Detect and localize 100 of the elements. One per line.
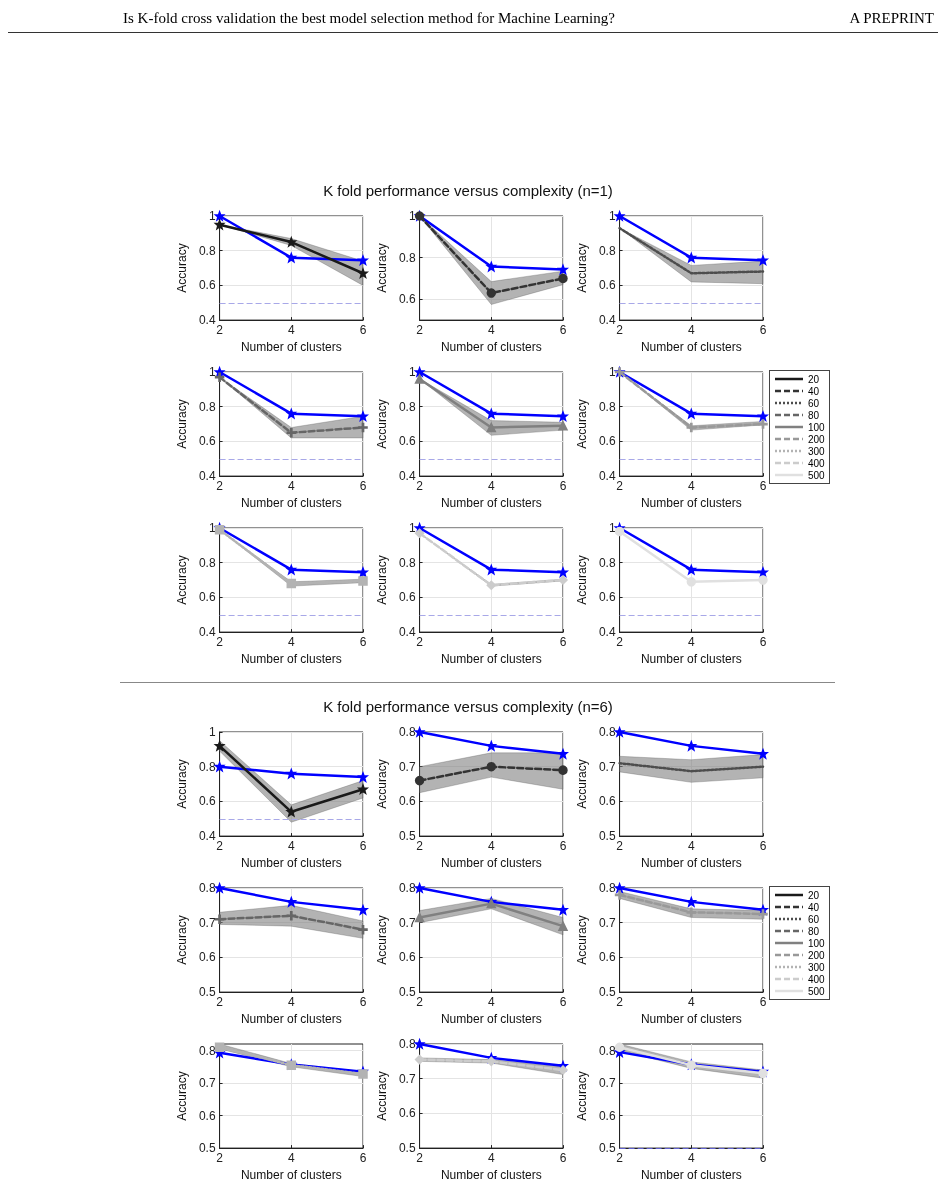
x-tick-label: 2 (216, 839, 224, 854)
y-tick-label: 0.6 (598, 1108, 616, 1123)
x-axis-title: Number of clusters (440, 856, 542, 870)
x-tick-label: 6 (759, 323, 767, 338)
y-tick-label: 0.4 (198, 625, 216, 640)
x-tick-label: 2 (216, 479, 224, 494)
y-tick-label: 0.8 (598, 555, 616, 570)
y-axis-title: Accuracy (375, 1071, 389, 1121)
y-tick-label: 0.5 (198, 1141, 216, 1156)
y-tick-label: 0.8 (398, 725, 416, 739)
y-tick-label: 0.6 (598, 590, 616, 605)
x-axis-title: Number of clusters (240, 1012, 342, 1026)
y-axis-title: Accuracy (575, 243, 589, 293)
x-tick-label: 2 (416, 839, 424, 854)
x-axis-title: Number of clusters (240, 340, 342, 354)
x-tick-label: 6 (759, 995, 767, 1010)
y-tick-label: 0.8 (598, 243, 616, 258)
y-axis-title: Accuracy (375, 243, 389, 293)
y-tick-label: 0.6 (198, 950, 216, 965)
x-tick-label: 4 (687, 839, 695, 854)
x-tick-label: 4 (687, 995, 695, 1010)
y-tick-label: 0.5 (598, 985, 616, 1000)
legend-label: 200 (808, 433, 825, 445)
y-axis-title: Accuracy (175, 1071, 189, 1121)
y-tick-label: 0.4 (598, 625, 616, 640)
text: 40 (808, 385, 820, 397)
x-tick-label: 2 (416, 635, 424, 650)
x-tick-label: 4 (487, 1151, 495, 1166)
x-axis-title: Number of clusters (640, 1168, 742, 1182)
text: 500 (808, 985, 825, 997)
x-axis-title: Number of clusters (440, 1168, 542, 1182)
x-tick-label: 4 (487, 635, 495, 650)
y-tick-label: 1 (208, 209, 216, 223)
text: 500 (808, 469, 825, 481)
y-tick-label: 0.7 (598, 1076, 616, 1091)
x-tick-label: 6 (759, 635, 767, 650)
x-tick-label: 6 (559, 995, 567, 1010)
y-tick-label: 0.4 (598, 313, 616, 328)
y-tick-label: 0.5 (398, 829, 416, 844)
y-tick-label: 0.6 (598, 794, 616, 809)
x-axis-title: Number of clusters (440, 652, 542, 666)
y-tick-label: 1 (608, 209, 616, 223)
x-tick-label: 6 (559, 479, 567, 494)
x-axis-title: Number of clusters (640, 856, 742, 870)
legend-label: 200 (808, 949, 825, 961)
x-tick-label: 2 (416, 323, 424, 338)
x-axis-title: Number of clusters (640, 340, 742, 354)
y-tick-label: 0.7 (198, 915, 216, 930)
x-axis-title: Number of clusters (240, 856, 342, 870)
x-tick-label: 6 (359, 635, 367, 650)
y-axis-title: Accuracy (175, 243, 189, 293)
x-tick-label: 6 (359, 839, 367, 854)
y-axis-title: Accuracy (575, 915, 589, 965)
y-tick-label: 0.6 (198, 794, 216, 809)
y-tick-label: 0.4 (398, 625, 416, 640)
text: 60 (808, 913, 820, 925)
y-tick-label: 0.7 (598, 759, 616, 774)
y-axis-title: Accuracy (175, 915, 189, 965)
x-tick-label: 2 (216, 1151, 224, 1166)
y-tick-label: 1 (408, 521, 416, 535)
y-tick-label: 0.4 (198, 313, 216, 328)
x-tick-label: 6 (359, 323, 367, 338)
x-tick-label: 2 (616, 635, 624, 650)
y-tick-label: 0.8 (198, 759, 216, 774)
x-axis-title: Number of clusters (640, 1012, 742, 1026)
y-tick-label: 0.8 (398, 555, 416, 570)
x-tick-label: 4 (487, 479, 495, 494)
y-tick-label: 0.6 (598, 434, 616, 449)
x-tick-label: 2 (416, 479, 424, 494)
x-axis-title: Number of clusters (240, 652, 342, 666)
y-axis-title: Accuracy (575, 1071, 589, 1121)
text: 60 (808, 397, 820, 409)
text: 400 (808, 457, 825, 469)
y-axis-title: Accuracy (575, 399, 589, 449)
x-tick-label: 4 (687, 635, 695, 650)
y-tick-label: 0.8 (598, 725, 616, 739)
y-tick-label: 0.5 (398, 985, 416, 1000)
y-tick-label: 0.6 (198, 1108, 216, 1123)
y-tick-label: 0.4 (598, 469, 616, 484)
y-tick-label: 0.6 (398, 590, 416, 605)
x-tick-label: 4 (287, 995, 295, 1010)
text: 100 (808, 421, 825, 433)
y-tick-label: 0.8 (598, 1043, 616, 1058)
x-tick-label: 4 (687, 1151, 695, 1166)
y-tick-label: 1 (608, 521, 616, 535)
y-axis-title: Accuracy (375, 399, 389, 449)
y-tick-label: 0.4 (198, 829, 216, 844)
y-tick-label: 0.8 (198, 881, 216, 895)
y-tick-label: 0.4 (198, 469, 216, 484)
text: 20 (808, 373, 820, 385)
y-axis-title: Accuracy (175, 555, 189, 605)
x-axis-title: Number of clusters (640, 496, 742, 510)
x-tick-label: 2 (616, 995, 624, 1010)
x-axis-title: Number of clusters (440, 340, 542, 354)
x-tick-label: 6 (359, 995, 367, 1010)
y-tick-label: 0.8 (198, 555, 216, 570)
y-tick-label: 0.7 (398, 915, 416, 930)
y-tick-label: 0.7 (398, 759, 416, 774)
x-tick-label: 4 (487, 839, 495, 854)
text: Is K-fold cross validation the best model selection method for Machine Learning? (123, 10, 615, 27)
